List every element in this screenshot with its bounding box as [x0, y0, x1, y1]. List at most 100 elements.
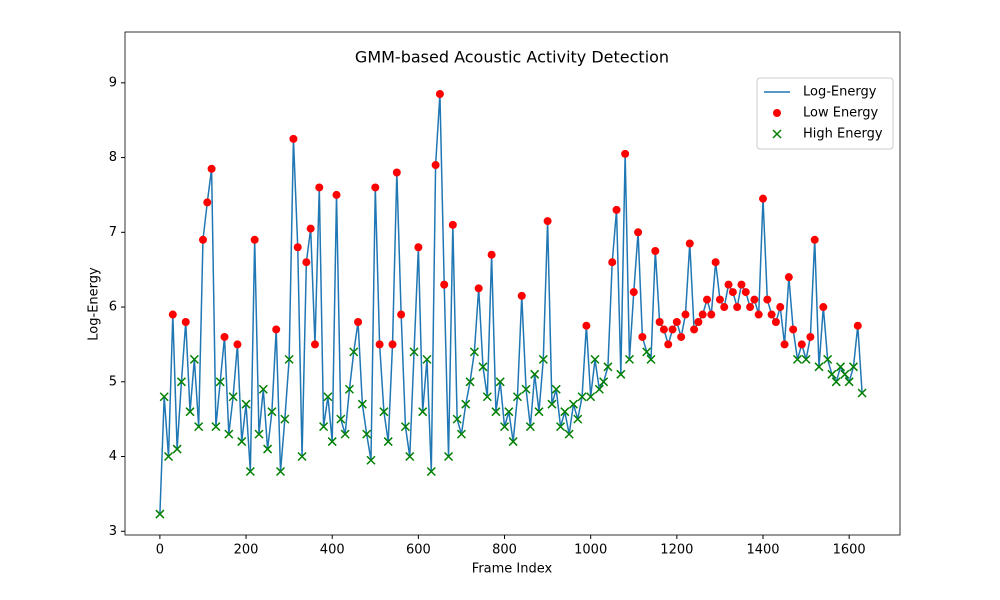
marker-x [465, 377, 475, 387]
marker-x [275, 466, 286, 477]
marker-x [840, 369, 850, 379]
marker-dot [690, 325, 699, 334]
legend-label: Low Energy [803, 106, 879, 121]
y-tick-label: 7 [109, 225, 117, 240]
marker-x [409, 347, 419, 357]
y-axis-label: Log-Energy [87, 267, 102, 341]
plot-area [155, 90, 867, 519]
marker-x [564, 429, 574, 439]
marker-dot [810, 235, 819, 244]
marker-dot [703, 295, 712, 304]
marker-dot [440, 280, 449, 289]
legend-label: High Energy [803, 127, 883, 142]
marker-x [215, 377, 225, 387]
marker-dot [651, 246, 660, 255]
y-tick-label: 3 [109, 524, 117, 539]
marker-x [512, 392, 522, 402]
marker-x [349, 347, 359, 357]
marker-dot [672, 317, 681, 326]
marker-x [211, 422, 221, 432]
marker-x [478, 362, 488, 372]
marker-dot [272, 325, 281, 334]
marker-dot [677, 332, 686, 341]
marker-dot [198, 235, 207, 244]
marker-x [599, 377, 609, 387]
plot-frame [124, 31, 901, 536]
marker-dot [737, 280, 746, 289]
marker-x [573, 414, 583, 424]
y-tick-label: 9 [109, 75, 117, 90]
marker-x [594, 384, 604, 394]
marker-dot [181, 317, 190, 326]
marker-dot [767, 310, 776, 319]
marker-x [525, 422, 535, 432]
marker-x [383, 437, 393, 447]
marker-x [642, 347, 652, 357]
y-tick-label: 5 [109, 374, 117, 389]
marker-dot [681, 310, 690, 319]
marker-dot [233, 340, 242, 349]
marker-x [836, 362, 846, 372]
marker-x [323, 392, 333, 402]
marker-x [155, 509, 165, 519]
marker-x [263, 444, 273, 454]
marker-x [603, 362, 613, 372]
marker-x [491, 407, 501, 417]
marker-dot [414, 243, 423, 252]
marker-x [556, 422, 566, 432]
marker-dot [431, 161, 440, 170]
marker-dot [612, 205, 621, 214]
marker-x [194, 422, 204, 432]
marker-dot [733, 303, 742, 312]
marker-dot [853, 321, 862, 330]
marker-x [521, 384, 531, 394]
x-tick-label: 200 [234, 543, 259, 558]
marker-x [237, 437, 247, 447]
marker-dot [711, 258, 720, 267]
marker-x [551, 384, 561, 394]
marker-x [792, 354, 803, 364]
marker-dot [819, 303, 828, 312]
marker-dot [638, 332, 647, 341]
legend-swatch [772, 129, 782, 139]
marker-dot [388, 340, 397, 349]
marker-dot [728, 288, 737, 297]
marker-dot [375, 340, 384, 349]
marker-dot [763, 295, 772, 304]
y-tick-label: 6 [109, 300, 117, 315]
marker-x [254, 429, 264, 439]
marker-x [827, 369, 837, 379]
x-axis-label: Frame Index [472, 562, 553, 577]
marker-dot [771, 317, 780, 326]
marker-x [814, 362, 824, 372]
legend-label: Log-Energy [803, 85, 877, 100]
marker-x [284, 354, 294, 364]
marker-x [857, 388, 867, 398]
marker-dot [168, 310, 177, 319]
marker-x [499, 422, 510, 432]
marker-x [172, 444, 182, 454]
x-tick-label: 800 [492, 543, 517, 558]
marker-dot [487, 250, 496, 259]
marker-x [504, 407, 514, 417]
marker-x [327, 437, 337, 447]
marker-x [379, 407, 389, 417]
marker-x [534, 407, 544, 417]
marker-dot [354, 317, 363, 326]
marker-x [245, 466, 255, 477]
marker-dot [315, 183, 324, 192]
marker-dot [664, 340, 673, 349]
marker-dot [629, 288, 638, 297]
marker-dot [784, 273, 793, 282]
marker-x [495, 377, 505, 387]
marker-dot [685, 239, 694, 248]
marker-x [400, 422, 410, 432]
marker-x [224, 429, 234, 439]
marker-x [366, 455, 376, 465]
marker-dot [582, 321, 591, 330]
marker-dot [306, 224, 315, 233]
y-tick-label: 8 [109, 150, 117, 165]
marker-dot [754, 310, 763, 319]
x-tick-label: 1400 [746, 543, 779, 558]
